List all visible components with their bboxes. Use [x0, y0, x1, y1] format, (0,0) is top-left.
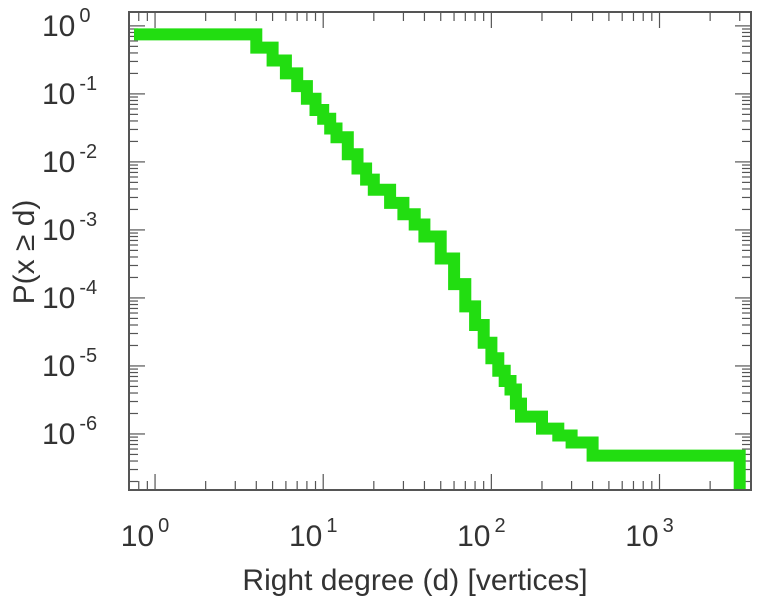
x-tick-label: 10 3	[625, 515, 674, 553]
y-axis-label: P(x ≥ d)	[8, 200, 41, 305]
x-axis-label: Right degree (d) [vertices]	[242, 564, 587, 597]
x-tick-label: 10 2	[457, 515, 506, 553]
series-line	[134, 28, 746, 490]
y-tick-label: 10 -2	[42, 141, 97, 179]
x-tick-label: 10 1	[289, 515, 338, 553]
y-tick-label: 10 -5	[42, 345, 97, 383]
axis-ticks	[128, 12, 751, 490]
y-tick-label: 10 -1	[42, 73, 97, 111]
x-tick-label: 10 0	[121, 515, 170, 553]
y-tick-label: 10 -6	[42, 413, 97, 451]
x-tick-labels: 10 0 10 1 10 2 10 3	[121, 515, 674, 553]
y-tick-label: 10 -4	[42, 277, 97, 315]
y-tick-label: 10 -3	[42, 209, 97, 247]
plot-frame	[128, 11, 752, 491]
y-tick-label: 10 0	[42, 5, 91, 43]
series-layer	[134, 28, 746, 490]
